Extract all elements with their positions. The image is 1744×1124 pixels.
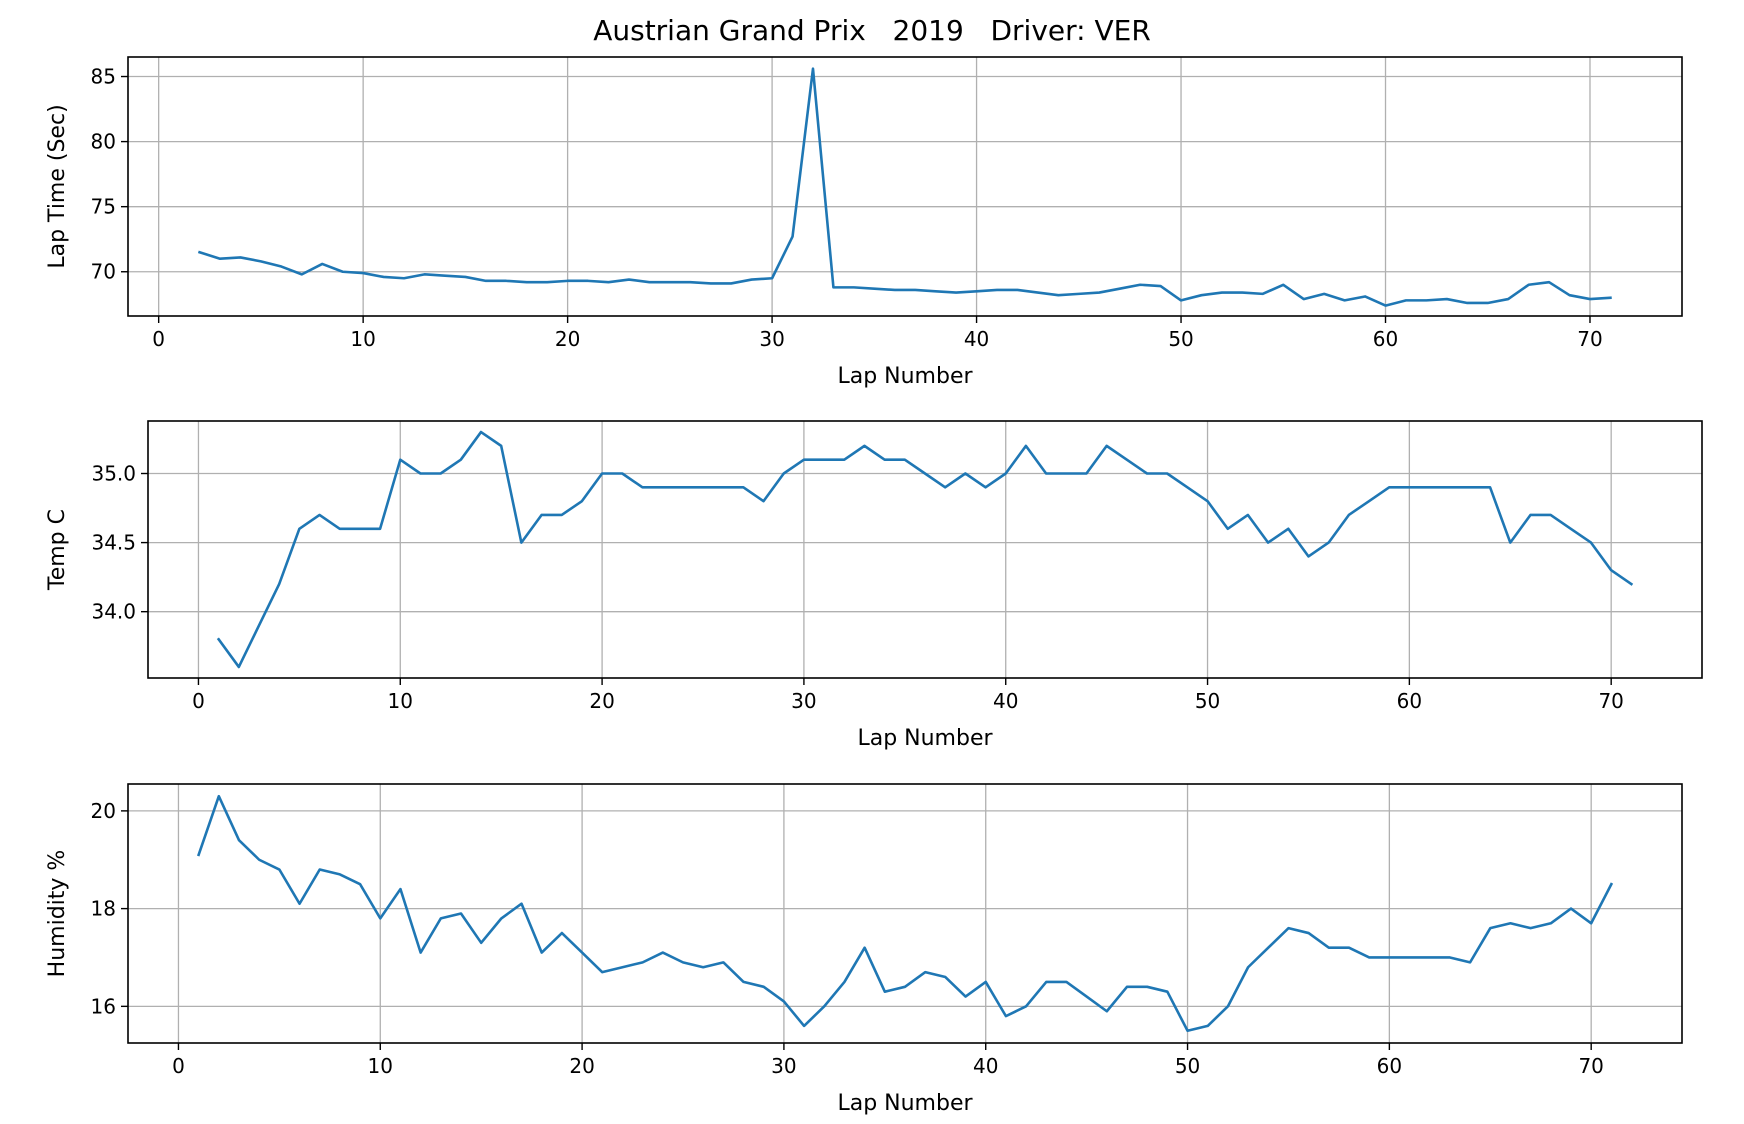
x-tick-label: 30 xyxy=(771,1054,796,1078)
y-tick-label: 70 xyxy=(91,260,116,284)
x-tick-label: 10 xyxy=(368,1054,393,1078)
x-tick-label: 60 xyxy=(1373,327,1398,351)
y-tick-label: 85 xyxy=(91,65,116,89)
series-line xyxy=(196,794,1614,1033)
x-tick-label: 70 xyxy=(1577,327,1602,351)
y-tick-label: 16 xyxy=(91,994,116,1018)
x-tick-label: 50 xyxy=(1195,689,1220,713)
x-tick-label: 60 xyxy=(1397,689,1422,713)
x-tick-label: 40 xyxy=(993,689,1018,713)
x-axis-label: Lap Number xyxy=(837,1091,973,1116)
y-axis-label: Temp C xyxy=(45,509,70,591)
x-tick-label: 30 xyxy=(791,689,816,713)
y-tick-label: 34.0 xyxy=(91,600,136,624)
x-tick-label: 0 xyxy=(172,1054,185,1078)
y-tick-label: 75 xyxy=(91,195,116,219)
x-tick-label: 70 xyxy=(1598,689,1623,713)
series-line xyxy=(216,430,1634,669)
x-tick-label: 10 xyxy=(350,327,375,351)
axes-frame xyxy=(147,420,1703,679)
x-tick-label: 20 xyxy=(569,1054,594,1078)
x-tick-label: 10 xyxy=(388,689,413,713)
y-tick-label: 18 xyxy=(91,897,116,921)
series-line xyxy=(197,67,1612,307)
y-axis-label: Lap Time (Sec) xyxy=(45,104,70,268)
x-tick-label: 40 xyxy=(973,1054,998,1078)
x-tick-label: 70 xyxy=(1578,1054,1603,1078)
subplot-1: 0 10 20 30 40 50 60 70 70 75 80 85 Lap Number Lap Tim… xyxy=(45,56,1683,389)
subplot-3: 0 10 20 30 40 50 60 70 16 18 20 Lap Number Humidity … xyxy=(45,783,1683,1116)
x-tick-label: 60 xyxy=(1377,1054,1402,1078)
x-tick-label: 40 xyxy=(964,327,989,351)
x-tick-label: 50 xyxy=(1168,327,1193,351)
x-axis-label: Lap Number xyxy=(857,726,993,751)
y-axis-label: Humidity % xyxy=(45,850,70,978)
figure-title: Austrian Grand Prix 2019 Driver: VER xyxy=(593,14,1151,47)
x-tick-label: 0 xyxy=(152,327,165,351)
x-axis-label: Lap Number xyxy=(837,364,973,389)
x-tick-label: 20 xyxy=(555,327,580,351)
x-tick-label: 0 xyxy=(192,689,205,713)
y-tick-label: 80 xyxy=(91,130,116,154)
y-tick-label: 35.0 xyxy=(91,462,136,486)
y-tick-label: 34.5 xyxy=(91,531,136,555)
axes-frame xyxy=(127,56,1683,317)
subplot-2: 0 10 20 30 40 50 60 70 34.0 34.5 35.0 Lap Number Tem… xyxy=(45,420,1703,751)
x-tick-label: 20 xyxy=(589,689,614,713)
x-tick-label: 30 xyxy=(759,327,784,351)
y-tick-label: 20 xyxy=(91,799,116,823)
axes-frame xyxy=(127,783,1683,1044)
x-tick-label: 50 xyxy=(1175,1054,1200,1078)
